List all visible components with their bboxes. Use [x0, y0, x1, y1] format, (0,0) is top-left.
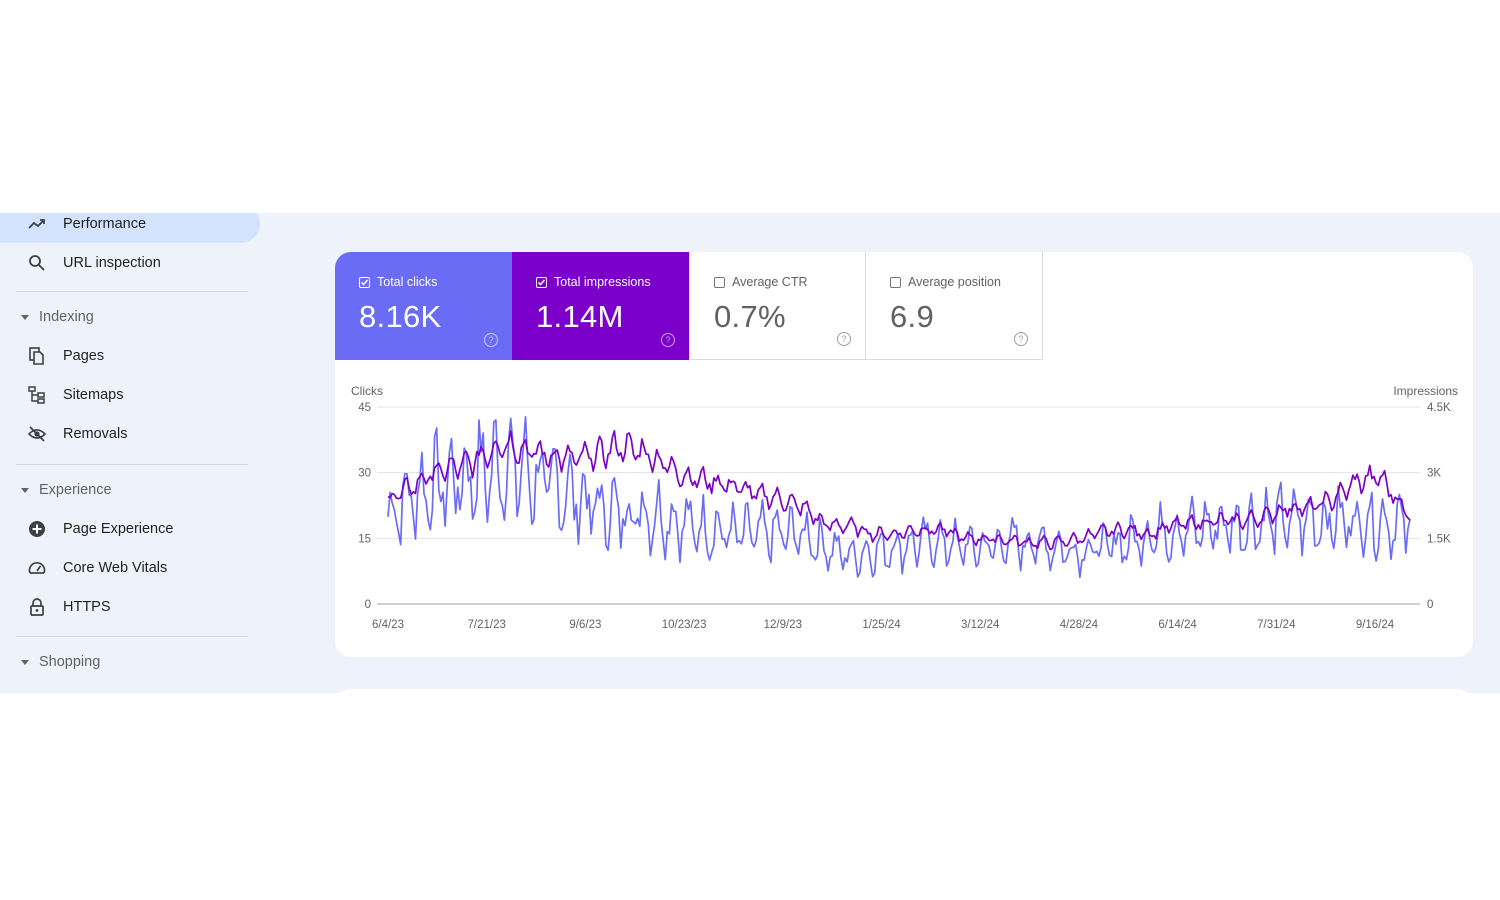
divider [16, 636, 248, 637]
checkbox-empty-icon[interactable] [890, 277, 901, 288]
sidebar-item-label: Performance [63, 216, 147, 232]
x-tick-label: 1/25/24 [862, 619, 901, 631]
help-icon[interactable]: ? [837, 332, 851, 346]
sidebar-item-pages[interactable]: Pages [0, 337, 260, 375]
metric-total-clicks[interactable]: Total clicks 8.16K ? [335, 252, 512, 360]
checkbox-checked-icon[interactable] [536, 277, 547, 288]
metric-value: 8.16K [359, 299, 442, 334]
performance-card: Total clicks 8.16K ? Total impressions 1… [335, 252, 1473, 657]
section-header-indexing[interactable]: Indexing [0, 302, 250, 332]
metric-average-ctr[interactable]: Average CTR 0.7% ? [689, 252, 866, 360]
x-tick-label: 7/31/24 [1257, 619, 1296, 631]
y-right-tick-label: 4.5K [1427, 402, 1451, 414]
metric-value: 0.7% [714, 299, 786, 334]
sitemap-icon [27, 385, 47, 405]
next-card [335, 689, 1473, 693]
divider [16, 291, 248, 292]
sidebar: Performance URL inspection Indexing Page… [0, 213, 262, 693]
y-right-axis-title: Impressions [1393, 384, 1458, 398]
metric-label: Total impressions [554, 275, 651, 289]
y-right-tick-label: 1.5K [1427, 533, 1451, 545]
sidebar-item-removals[interactable]: Removals [0, 415, 260, 453]
sidebar-item-label: Page Experience [63, 521, 174, 537]
x-tick-label: 12/9/23 [764, 619, 802, 631]
series-line-impressions [387, 429, 1411, 551]
lock-icon [27, 597, 47, 617]
section-label: Experience [39, 482, 112, 498]
y-left-tick-label: 45 [358, 402, 371, 414]
checkbox-empty-icon[interactable] [714, 277, 725, 288]
section-label: Shopping [39, 654, 101, 670]
gauge-icon [27, 558, 47, 578]
x-tick-label: 6/4/23 [372, 619, 404, 631]
caret-down-icon [21, 314, 29, 320]
x-tick-label: 3/12/24 [961, 619, 1000, 631]
y-left-tick-label: 15 [358, 533, 371, 545]
sidebar-item-url-inspection[interactable]: URL inspection [0, 244, 260, 282]
sidebar-item-label: HTTPS [63, 599, 111, 615]
x-tick-label: 4/28/24 [1060, 619, 1099, 631]
metric-label: Average CTR [732, 275, 808, 289]
search-icon [27, 253, 47, 273]
help-icon[interactable]: ? [661, 333, 675, 347]
metric-value: 1.14M [536, 299, 624, 334]
y-right-tick-label: 0 [1427, 599, 1433, 611]
sidebar-item-label: Pages [63, 348, 105, 364]
checkbox-checked-icon[interactable] [359, 277, 370, 288]
y-left-axis-title: Clicks [351, 384, 383, 398]
sidebar-item-label: URL inspection [63, 255, 161, 271]
trending-up-icon [27, 214, 47, 234]
caret-down-icon [21, 659, 29, 665]
sidebar-item-https[interactable]: HTTPS [0, 588, 260, 626]
x-tick-label: 6/14/24 [1158, 619, 1197, 631]
divider [16, 464, 248, 465]
y-right-tick-label: 3K [1427, 468, 1441, 480]
metric-total-impressions[interactable]: Total impressions 1.14M ? [512, 252, 689, 360]
x-tick-label: 9/16/24 [1356, 619, 1395, 631]
section-header-experience[interactable]: Experience [0, 475, 250, 505]
section-header-shopping[interactable]: Shopping [0, 647, 250, 677]
sidebar-item-core-web-vitals[interactable]: Core Web Vitals [0, 549, 260, 587]
caret-down-icon [21, 487, 29, 493]
metric-label: Average position [908, 275, 1001, 289]
x-tick-label: 10/23/23 [662, 619, 707, 631]
sidebar-item-label: Removals [63, 426, 128, 442]
sidebar-item-page-experience[interactable]: Page Experience [0, 510, 260, 548]
metric-average-position[interactable]: Average position 6.9 ? [866, 252, 1043, 360]
x-tick-label: 9/6/23 [569, 619, 601, 631]
sidebar-item-performance[interactable]: Performance [0, 213, 260, 243]
help-icon[interactable]: ? [484, 333, 498, 347]
app-viewport: Performance URL inspection Indexing Page… [0, 213, 1500, 693]
y-left-tick-label: 0 [365, 599, 371, 611]
series-line-clicks [387, 415, 1411, 579]
sidebar-item-sitemaps[interactable]: Sitemaps [0, 376, 260, 414]
y-left-tick-label: 30 [358, 468, 371, 480]
sidebar-item-label: Core Web Vitals [63, 560, 168, 576]
eye-off-icon [27, 424, 47, 444]
plus-circle-icon [27, 519, 47, 539]
help-icon[interactable]: ? [1014, 332, 1028, 346]
section-label: Indexing [39, 309, 94, 325]
metric-label: Total clicks [377, 275, 438, 289]
x-tick-label: 7/21/23 [468, 619, 506, 631]
pages-icon [27, 346, 47, 366]
sidebar-item-label: Sitemaps [63, 387, 124, 403]
metric-value: 6.9 [890, 299, 934, 334]
